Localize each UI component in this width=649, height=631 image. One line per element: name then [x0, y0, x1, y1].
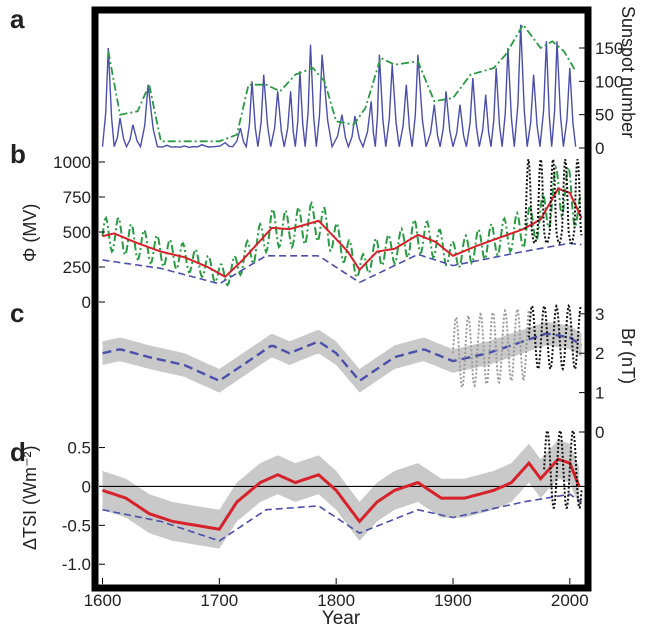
data-series	[99, 23, 585, 542]
sunspot-number-line	[101, 24, 577, 149]
phi-lower-line	[102, 242, 582, 285]
panel-d-ytick-label: 0	[82, 477, 91, 496]
panel-letter-c: c	[10, 298, 24, 328]
panel-c-ytick-label: 2	[595, 344, 604, 363]
x-tick-label: 1800	[317, 591, 355, 610]
phi-neutron-monitor-line	[524, 159, 583, 245]
sunspot-envelope-line	[107, 23, 577, 143]
x-tick-label: 1700	[200, 591, 238, 610]
tsi-lower-line	[102, 493, 582, 542]
panel-c-ytick-label: 1	[595, 384, 604, 403]
panel-d-ylabel: ΔTSI (Wm⁻²)	[20, 446, 40, 551]
panel-c-ylabel: Br (nT)	[618, 328, 638, 384]
panel-b-ylabel: Φ (MV)	[20, 204, 40, 262]
panel-c-ytick-label: 3	[595, 305, 604, 324]
phi-oscillation-line	[101, 164, 583, 287]
panel-d-ytick-label: 0.5	[67, 439, 91, 458]
panel-d-ytick-label: -1.0	[62, 555, 91, 574]
panel-a-ytick-label: 150	[595, 39, 623, 58]
panel-b-ytick-label: 500	[63, 223, 91, 242]
axis-ticks: 0 50 100 150 0 250 500 750 1000 0 1 2 3 -1.0 -0.5 0 0.5 1…	[53, 39, 623, 610]
panel-a-ylabel: Sunspot number	[618, 6, 638, 138]
x-tick-label: 1900	[434, 591, 472, 610]
panel-a-ytick-label: 100	[595, 72, 623, 91]
panel-letter-a: a	[10, 4, 25, 34]
panel-b-ytick-label: 1000	[53, 153, 91, 172]
phi-mean-line	[102, 187, 583, 279]
br-uncertainty-band	[102, 321, 582, 393]
x-tick-label: 1600	[84, 591, 122, 610]
panel-c-ytick-label: 0	[595, 423, 604, 442]
panel-b-ytick-label: 750	[63, 188, 91, 207]
x-axis-label: Year	[322, 608, 361, 629]
panel-a-ytick-label: 50	[595, 106, 614, 125]
plot-frame	[91, 6, 592, 592]
panel-a-ytick-label: 0	[595, 139, 604, 158]
br-reconstruction-line	[102, 332, 583, 383]
br-geomagnetic-line	[452, 307, 530, 390]
x-tick-label: 2000	[551, 591, 589, 610]
panel-b-ytick-label: 0	[82, 293, 91, 312]
panel-letter-d: d	[10, 437, 26, 467]
panel-letter-b: b	[10, 139, 26, 169]
br-spacecraft-line	[527, 303, 583, 372]
panel-b-ytick-label: 250	[63, 258, 91, 277]
panel-d-ytick-label: -0.5	[62, 516, 91, 535]
tsi-mean-line	[102, 457, 581, 531]
uncertainty-bands	[102, 321, 582, 549]
